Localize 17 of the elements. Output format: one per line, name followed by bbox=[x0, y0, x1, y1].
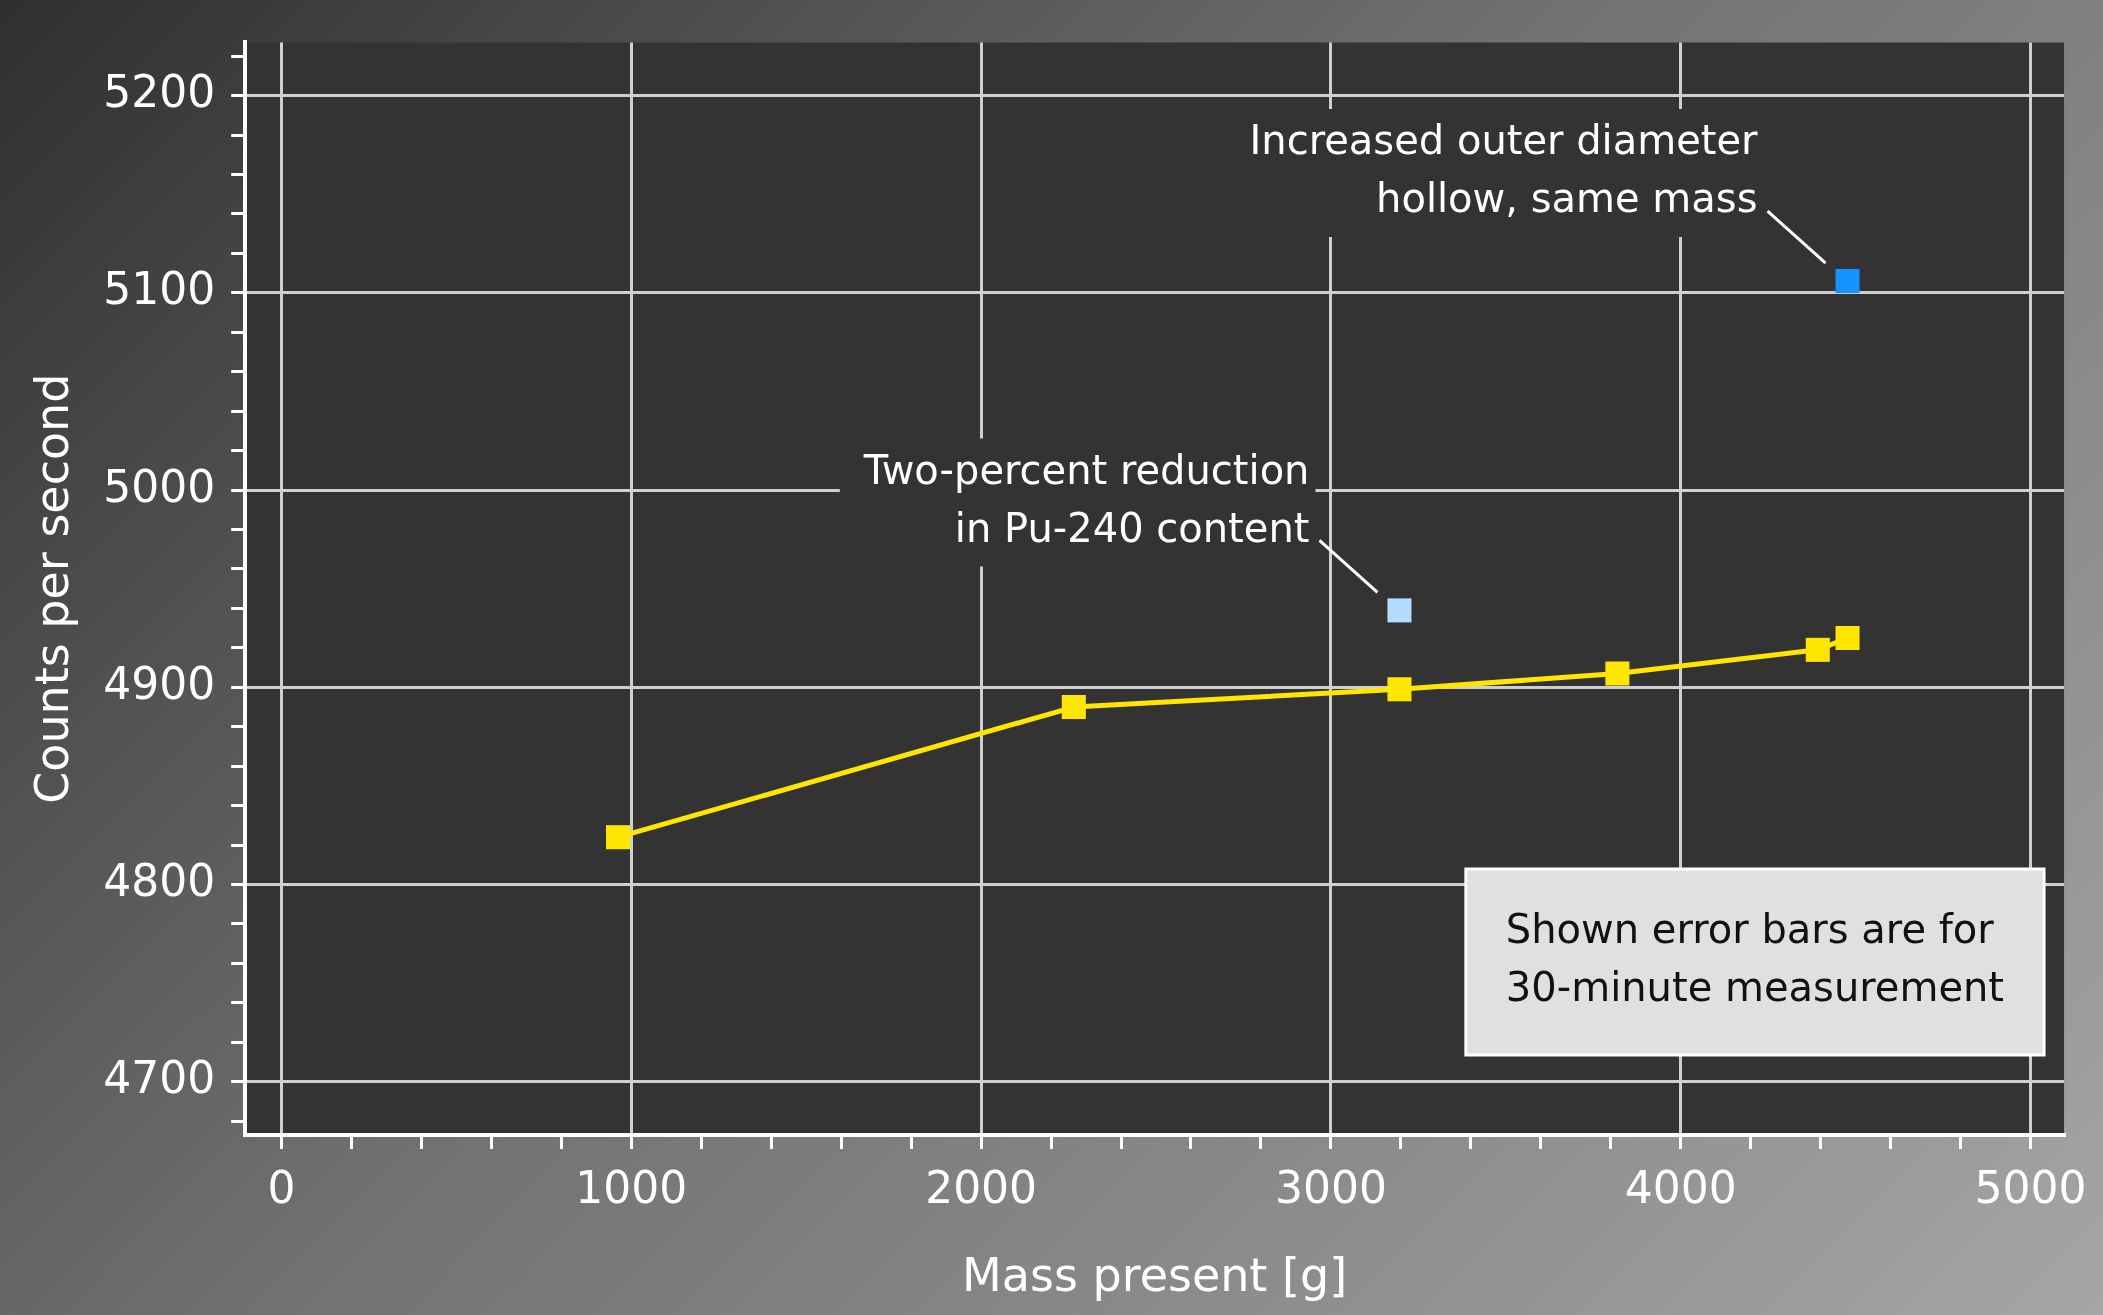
annotation: Two-percent reduction in Pu-240 content bbox=[862, 446, 1310, 551]
y-tick-label: 5100 bbox=[103, 263, 216, 315]
y-tick-label: 5200 bbox=[103, 66, 216, 118]
x-tick-label: 0 bbox=[267, 1161, 296, 1213]
y-tick-label: 4800 bbox=[103, 854, 216, 906]
x-tick-label: 1000 bbox=[575, 1161, 688, 1213]
annotation: Increased outer diameter hollow, same mass bbox=[1249, 117, 1759, 222]
y-axis-title: Counts per second bbox=[24, 373, 79, 804]
y-tick-label: 4900 bbox=[103, 657, 216, 709]
y-tick-label: 4700 bbox=[103, 1052, 216, 1104]
x-tick-label: 5000 bbox=[1974, 1161, 2087, 1213]
x-axis-title: Mass present [g] bbox=[962, 1248, 1348, 1303]
annotation: Shown error bars are for 30-minute measurement bbox=[1505, 906, 2005, 1011]
x-tick-label: 4000 bbox=[1624, 1161, 1737, 1213]
x-tick-label: 3000 bbox=[1274, 1161, 1387, 1213]
y-tick-label: 5000 bbox=[103, 460, 216, 512]
x-tick-label: 2000 bbox=[925, 1161, 1038, 1213]
